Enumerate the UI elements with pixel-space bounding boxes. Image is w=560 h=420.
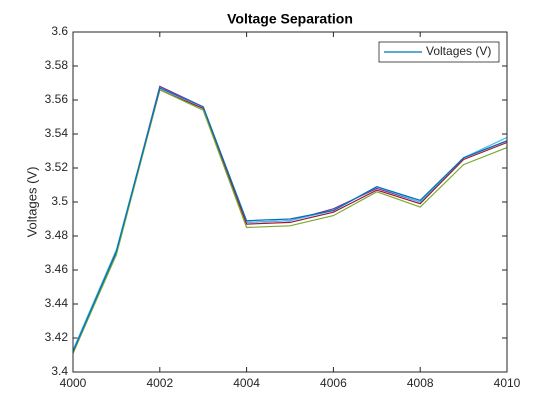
- y-tick-label: 3.58: [45, 58, 69, 72]
- y-tick-label: 3.44: [45, 296, 69, 310]
- y-tick-label: 3.6: [51, 24, 68, 38]
- y-tick-label: 3.54: [45, 126, 69, 140]
- chart-title: Voltage Separation: [227, 11, 353, 27]
- x-tick-label: 4006: [320, 376, 347, 390]
- x-tick-label: 4002: [146, 376, 173, 390]
- y-tick-label: 3.4: [51, 364, 68, 378]
- y-tick-label: 3.5: [51, 194, 68, 208]
- x-tick-label: 4008: [407, 376, 434, 390]
- x-tick-label: 4010: [494, 376, 521, 390]
- y-tick-label: 3.52: [45, 160, 69, 174]
- y-tick-label: 3.46: [45, 262, 69, 276]
- x-tick-label: 4004: [233, 376, 260, 390]
- legend-box: [378, 41, 500, 63]
- y-tick-label: 3.56: [45, 92, 69, 106]
- series-line: [72, 87, 508, 352]
- y-axis-label: Voltages (V): [24, 167, 39, 238]
- legend-label: Voltages (V): [426, 44, 491, 58]
- x-tick-label: 4000: [60, 376, 87, 390]
- y-tick-label: 3.48: [45, 228, 69, 242]
- axes-box: [72, 31, 508, 373]
- y-tick-label: 3.42: [45, 330, 69, 344]
